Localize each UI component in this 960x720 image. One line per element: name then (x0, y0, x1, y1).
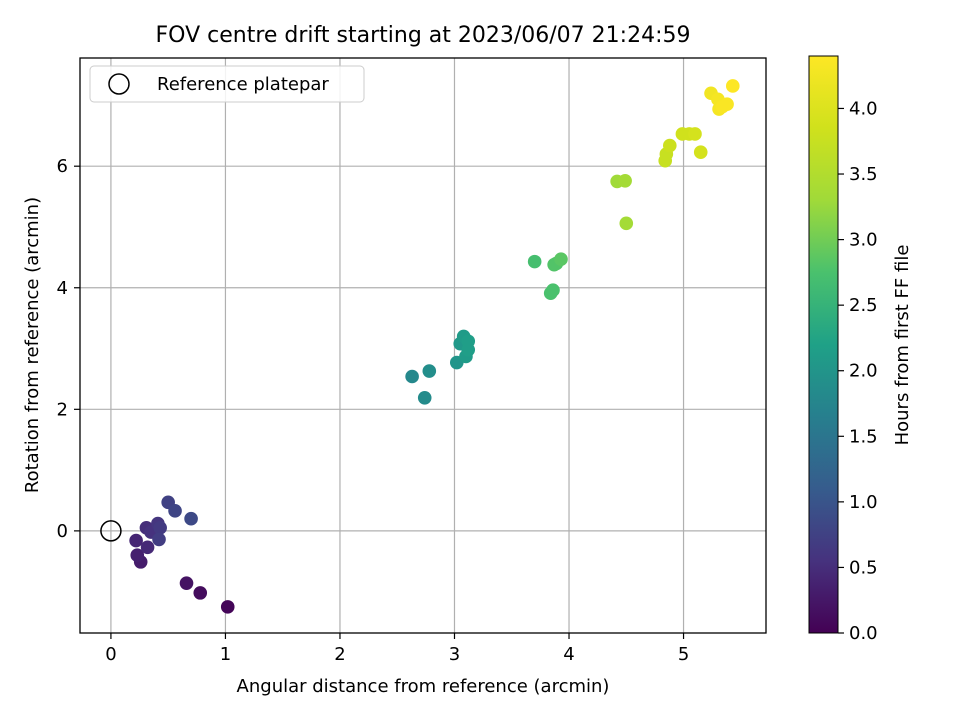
x-axis-label: Angular distance from reference (arcmin) (237, 676, 610, 697)
data-point (725, 79, 740, 93)
x-tick-label: 1 (220, 644, 231, 665)
data-point (152, 532, 166, 547)
legend: Reference platepar (89, 65, 365, 103)
data-point (153, 521, 167, 535)
colorbar-tick-label: 2.5 (849, 295, 878, 316)
data-point (693, 145, 708, 160)
colorbar-tick-label: 4.0 (849, 98, 878, 119)
reference-platepar-marker (100, 520, 122, 542)
data-points (129, 79, 740, 614)
data-point (140, 540, 155, 555)
data-point (554, 252, 568, 266)
data-point (129, 533, 143, 548)
colorbar: 0.0 0.5 1.0 1.5 2.0 2.5 3.0 3.5 4.0 Hours from f… (808, 55, 913, 644)
y-tick-label: 0 (57, 521, 68, 542)
data-point (422, 364, 437, 378)
colorbar-tick-label: 0.0 (849, 623, 878, 644)
data-point (662, 138, 677, 153)
colorbar-tick-label: 1.5 (849, 426, 878, 447)
colorbar-gradient (808, 55, 839, 634)
colorbar-label: Hours from first FF file (892, 245, 913, 446)
x-tick-label: 0 (105, 644, 116, 665)
y-axis-label: Rotation from reference (arcmin) (22, 197, 43, 493)
data-point (179, 576, 194, 590)
y-tick-label: 6 (57, 156, 68, 177)
colorbar-tick-label: 3.0 (849, 230, 878, 251)
colorbar-tick-label: 2.0 (849, 361, 878, 382)
plot-frame (79, 57, 767, 634)
legend-entry: Reference platepar (157, 74, 329, 95)
data-point (130, 548, 145, 562)
data-point (546, 283, 560, 297)
data-point (168, 504, 182, 518)
x-tick-label: 3 (449, 644, 460, 665)
x-axis-ticks: 0 1 2 3 4 5 (105, 633, 689, 665)
data-point (688, 127, 702, 141)
data-point (193, 586, 208, 600)
data-point (527, 254, 542, 269)
reference-marker-layer (100, 520, 122, 542)
x-tick-label: 5 (678, 644, 689, 665)
data-point (618, 173, 632, 188)
y-tick-label: 4 (57, 278, 68, 299)
colorbar-tick-label: 1.0 (849, 492, 878, 513)
grid (80, 58, 766, 633)
x-tick-label: 2 (334, 644, 345, 665)
y-axis-ticks: 0 2 4 6 (57, 156, 80, 542)
data-point (184, 511, 198, 526)
data-point (417, 390, 432, 405)
data-point (220, 600, 235, 614)
legend-box (89, 65, 365, 103)
data-point (619, 216, 634, 231)
colorbar-ticks: 0.0 0.5 1.0 1.5 2.0 2.5 3.0 3.5 4.0 (838, 98, 878, 644)
y-tick-label: 2 (57, 399, 68, 420)
x-tick-label: 4 (563, 644, 574, 665)
chart-title: FOV centre drift starting at 2023/06/07 … (156, 23, 691, 48)
colorbar-tick-label: 0.5 (849, 557, 878, 578)
data-point (405, 369, 419, 384)
data-point (461, 342, 476, 357)
data-point (720, 97, 734, 111)
colorbar-tick-label: 3.5 (849, 164, 878, 185)
legend-marker-icon (108, 73, 130, 95)
